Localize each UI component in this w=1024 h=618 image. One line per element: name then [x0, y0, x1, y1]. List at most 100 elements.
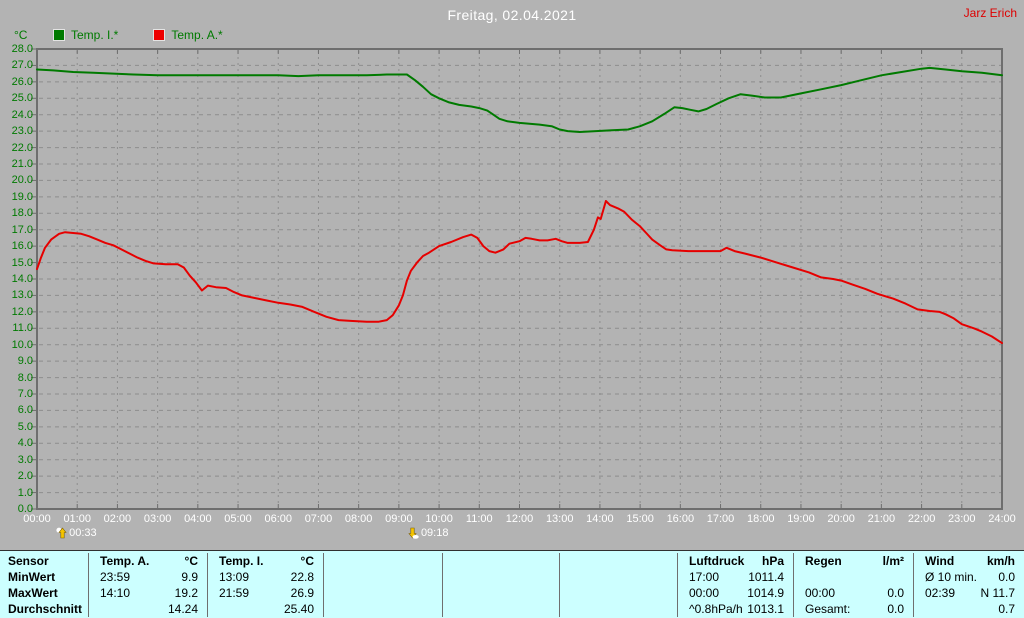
table-cell: [442, 553, 559, 569]
y-axis-tick-label: 20.0: [11, 174, 33, 187]
y-axis-tick-label: 9.0: [17, 355, 33, 368]
table-cell: 17:00 1011.4: [677, 569, 793, 585]
date-title: Freitag, 02.04.2021: [447, 7, 577, 23]
y-axis-tick-label: 18.0: [11, 207, 33, 220]
table-cell: [559, 553, 677, 569]
marker-time-label: 00:33: [69, 527, 97, 539]
table-cell: Regen l/m²: [793, 553, 913, 569]
moon-up-marker: 00:33: [56, 527, 97, 539]
table-cell: 0.7: [913, 601, 1024, 617]
y-axis-tick-label: 26.0: [11, 75, 33, 88]
y-axis-tick-label: 0.0: [17, 503, 33, 515]
x-axis-tick-label: 21:00: [867, 513, 896, 525]
cell-value: hPa: [761, 554, 784, 568]
y-axis-unit-label: °C: [14, 28, 28, 42]
y-axis-tick-label: 27.0: [11, 59, 33, 72]
cell-value: 0.0: [998, 570, 1015, 584]
x-axis-tick-label: 19:00: [787, 513, 815, 525]
cell-value: 14.24: [167, 602, 198, 616]
cell-value: N 11.7: [980, 586, 1015, 600]
cell-time-or-label: Gesamt:: [805, 602, 851, 616]
x-axis-tick-label: 13:00: [545, 513, 574, 525]
cell-value: 0.7: [998, 602, 1015, 616]
x-axis-tick-label: 08:00: [344, 513, 373, 525]
cell-time-or-label: 21:59: [219, 586, 250, 600]
y-axis-tick-label: 25.0: [11, 92, 33, 105]
table-cell: Luftdruck hPa: [677, 553, 793, 569]
table-cell: 13:09 22.8: [207, 569, 323, 585]
table-cell: [559, 601, 677, 617]
cell-value: °C: [300, 554, 314, 568]
y-axis-tick-label: 8.0: [17, 371, 33, 384]
y-axis-tick-label: 12.0: [11, 305, 33, 318]
table-cell: 14.24: [88, 601, 207, 617]
y-axis-tick-label: 28.0: [11, 43, 33, 55]
temperature-line-chart: [31, 48, 1003, 510]
y-axis-tick-label: 3.0: [17, 453, 33, 466]
y-axis-tick-label: 5.0: [17, 420, 33, 433]
table-cell: 23:59 9.9: [88, 569, 207, 585]
table-cell: [559, 585, 677, 601]
cell-value: 0.0: [887, 602, 904, 616]
table-cell: 14:10 19.2: [88, 585, 207, 601]
y-axis-tick-label: 1.0: [17, 486, 33, 499]
cell-time-or-label: 14:10: [100, 586, 131, 600]
cell-value: °C: [184, 554, 198, 568]
table-cell: [323, 601, 442, 617]
moon-down-marker: 09:18: [408, 527, 449, 539]
x-axis-tick-label: 05:00: [224, 513, 252, 525]
y-axis-tick-label: 15.0: [11, 256, 33, 269]
table-cell: Ø 10 min. 0.0: [913, 569, 1024, 585]
x-axis-tick-label: 07:00: [304, 513, 333, 525]
y-axis-tick-label: 13.0: [11, 289, 33, 302]
cell-time-or-label: Regen: [805, 554, 842, 568]
y-axis-tick-label: 10.0: [11, 338, 33, 351]
y-axis-tick-label: 17.0: [11, 223, 33, 236]
moon-up-icon: [56, 527, 67, 539]
table-cell: [323, 553, 442, 569]
table-cell: [442, 585, 559, 601]
cell-value: 0.0: [887, 586, 904, 600]
x-axis-tick-label: 06:00: [264, 513, 293, 525]
y-axis-tick-label: 7.0: [17, 388, 33, 400]
table-row-label: MinWert: [8, 570, 56, 584]
legend-item-temp-outside: Temp. A.*: [153, 28, 223, 42]
table-cell: Gesamt: 0.0: [793, 601, 913, 617]
cell-value: 1013.1: [747, 602, 784, 616]
cell-value: 26.9: [290, 586, 314, 600]
table-cell: ^0.8hPa/h 1013.1: [677, 601, 793, 617]
legend-label: Temp. A.*: [171, 28, 223, 42]
moon-down-icon: [408, 527, 419, 539]
cell-value: 19.2: [174, 586, 198, 600]
x-axis-tick-label: 15:00: [626, 513, 654, 525]
x-axis-tick-label: 10:00: [425, 513, 453, 525]
x-axis-tick-label: 11:00: [465, 513, 493, 525]
cell-time-or-label: 17:00: [689, 570, 720, 584]
x-axis-tick-label: 23:00: [948, 513, 976, 525]
cell-value: 25.40: [283, 602, 314, 616]
table-cell: [323, 585, 442, 601]
cell-value: 1014.9: [747, 586, 784, 600]
user-name: Jarz Erich: [963, 6, 1017, 20]
x-axis-tick-label: 14:00: [586, 513, 614, 525]
temp-inside-swatch-icon: [53, 29, 65, 41]
marker-time-label: 09:18: [420, 527, 449, 539]
table-cell: Temp. I. °C: [207, 553, 323, 569]
x-axis-tick-label: 24:00: [988, 513, 1016, 525]
table-cell: 25.40: [207, 601, 323, 617]
cell-time-or-label: 00:00: [805, 586, 836, 600]
x-axis-tick-label: 16:00: [666, 513, 695, 525]
table-cell: Wind km/h: [913, 553, 1024, 569]
y-axis-tick-label: 16.0: [11, 240, 33, 253]
x-axis-tick-label: 00:00: [23, 513, 51, 525]
cell-time-or-label: 02:39: [925, 586, 956, 600]
table-row-label: Durchschnitt: [8, 602, 83, 616]
y-axis-tick-label: 23.0: [11, 125, 33, 138]
cell-value: 9.9: [181, 570, 198, 584]
cell-time-or-label: ^0.8hPa/h: [689, 602, 743, 616]
table-cell: [793, 569, 913, 585]
table-cell: [442, 601, 559, 617]
y-axis-tick-label: 21.0: [11, 158, 33, 170]
table-row-label: Sensor: [8, 554, 49, 568]
